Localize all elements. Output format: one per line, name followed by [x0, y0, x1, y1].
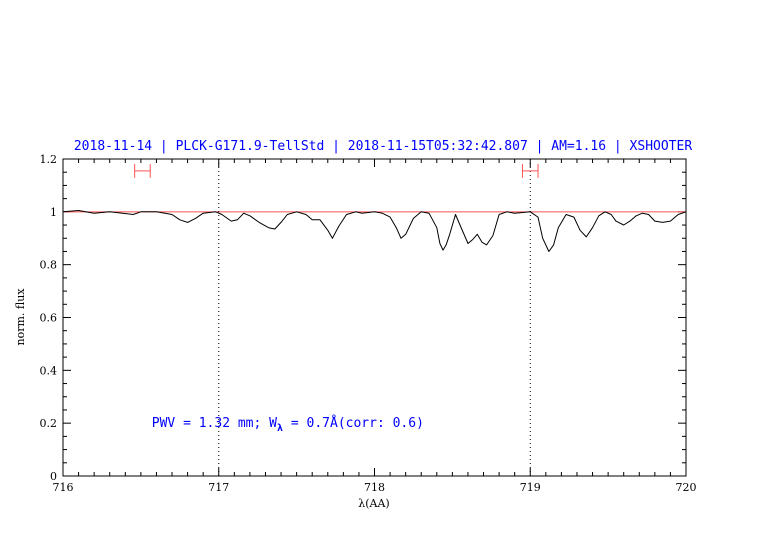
x-tick-label: 720 [676, 481, 697, 494]
y-tick-label: 1 [50, 206, 57, 219]
y-axis: 0 0.2 0.4 0.6 0.8 1 1.2 [40, 153, 686, 483]
x-tick-label: 717 [208, 481, 229, 494]
range-marker [521, 163, 539, 178]
annotation-suffix: = 0.7Å(corr: 0.6) [283, 415, 424, 431]
pwv-annotation: PWV = 1.32 mm; Wλ = 0.7Å(corr: 0.6) [152, 415, 424, 434]
x-tick-label: 716 [53, 481, 74, 494]
x-axis-label: λ(AA) [358, 497, 389, 510]
y-tick-label: 0.6 [40, 312, 58, 325]
annotation-subscript: λ [277, 423, 283, 434]
x-tick-label: 719 [520, 481, 541, 494]
y-axis-label: norm. flux [14, 288, 27, 346]
x-tick-label: 718 [364, 481, 385, 494]
annotation-prefix: PWV = 1.32 mm; W [152, 416, 277, 431]
chart-title: 2018-11-14 | PLCK-G171.9-TellStd | 2018-… [74, 139, 692, 154]
y-tick-label: 0 [50, 470, 57, 483]
y-tick-label: 0.2 [40, 417, 58, 430]
y-tick-label: 0.4 [40, 364, 58, 377]
spectrum-line [62, 210, 687, 252]
x-axis: 716 717 718 719 720 [53, 159, 697, 494]
range-marker [134, 163, 151, 178]
y-tick-label: 1.2 [40, 153, 58, 166]
series-group [62, 210, 687, 252]
y-tick-label: 0.8 [40, 259, 58, 272]
